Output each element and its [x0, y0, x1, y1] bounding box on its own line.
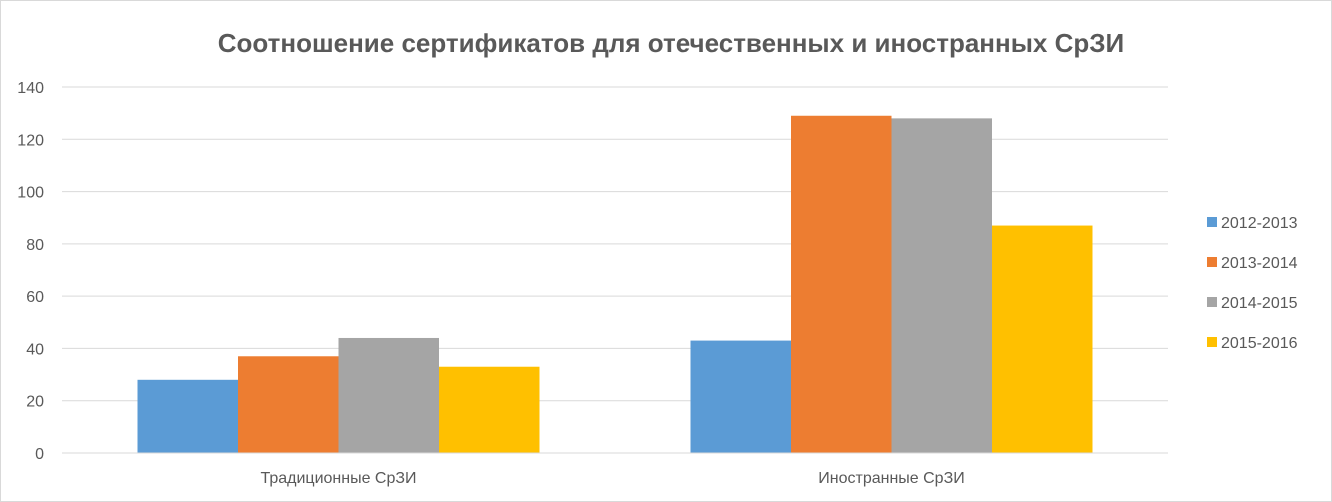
legend-swatch — [1207, 217, 1217, 227]
legend-swatch — [1207, 337, 1217, 347]
x-category-label: Иностранные СрЗИ — [818, 470, 965, 487]
y-tick-label: 60 — [26, 289, 44, 306]
legend-label: 2014-2015 — [1221, 295, 1298, 312]
bar-2014-2015-Иностранные СрЗИ — [891, 118, 992, 453]
bar-2015-2016-Иностранные СрЗИ — [992, 225, 1093, 453]
x-axis: Традиционные СрЗИ Иностранные СрЗИ — [62, 452, 1168, 487]
bar-2013-2014-Иностранные СрЗИ — [791, 115, 892, 453]
legend-label: 2013-2014 — [1221, 255, 1298, 272]
y-tick-label: 40 — [26, 341, 44, 358]
y-tick-label: 120 — [17, 132, 44, 149]
y-tick-label: 20 — [26, 394, 44, 411]
y-tick-label: 0 — [35, 446, 44, 463]
y-axis-ticks: 0 20 40 60 80 100 120 140 — [17, 80, 44, 463]
chart-title: Соотношение сертификатов для отечественн… — [218, 28, 1124, 58]
bar-2015-2016-Традиционные СрЗИ — [439, 366, 540, 453]
bars — [137, 115, 1093, 453]
bar-2013-2014-Традиционные СрЗИ — [238, 356, 339, 453]
y-tick-label: 80 — [26, 237, 44, 254]
x-category-label: Традиционные СрЗИ — [260, 470, 416, 487]
bar-2012-2013-Иностранные СрЗИ — [690, 340, 791, 453]
y-tick-label: 140 — [17, 80, 44, 97]
y-tick-label: 100 — [17, 185, 44, 202]
bar-2014-2015-Традиционные СрЗИ — [338, 337, 439, 453]
legend-swatch — [1207, 297, 1217, 307]
legend-label: 2012-2013 — [1221, 215, 1298, 232]
legend: 2012-2013 2013-2014 2014-2015 2015-2016 — [1207, 215, 1298, 352]
legend-label: 2015-2016 — [1221, 335, 1298, 352]
legend-swatch — [1207, 257, 1217, 267]
bar-2012-2013-Традиционные СрЗИ — [137, 379, 238, 453]
